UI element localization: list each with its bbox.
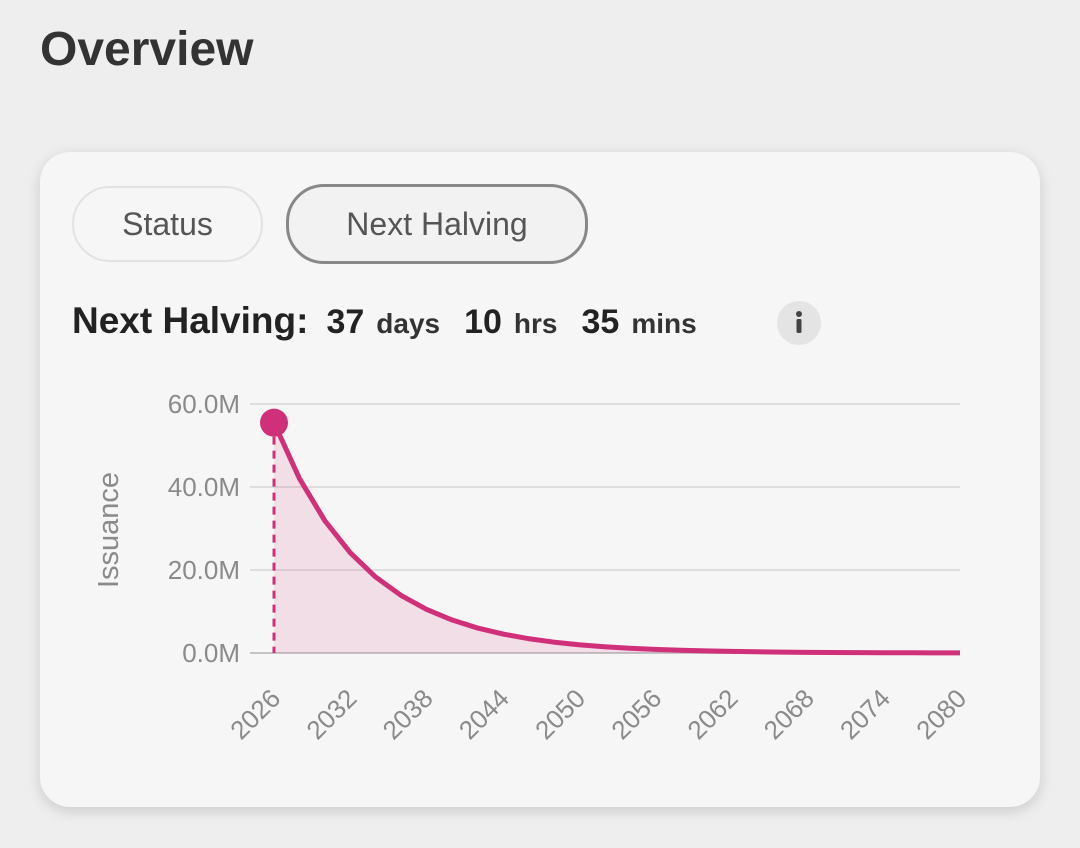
x-tick-label: 2074 <box>834 683 896 745</box>
y-tick-label: 40.0M <box>168 472 240 502</box>
y-tick-label: 0.0M <box>182 638 240 668</box>
page-title: Overview <box>40 23 254 76</box>
countdown-value: 10 <box>464 303 502 341</box>
countdown-value: 35 <box>581 303 620 341</box>
countdown: Next Halving: 37 days 10 hrs 35 mins <box>72 300 721 342</box>
countdown-unit: hrs <box>513 308 558 339</box>
x-tick-label: 2026 <box>224 683 286 745</box>
y-axis-label: Issuance <box>93 472 125 588</box>
x-tick-label: 2044 <box>453 683 515 745</box>
countdown-unit: mins <box>631 308 697 339</box>
countdown-value: 37 <box>326 303 365 341</box>
countdown-label: Next Halving: <box>72 300 309 341</box>
x-tick-label: 2032 <box>300 683 362 745</box>
tab[interactable]: Status <box>72 186 263 262</box>
area <box>274 422 960 653</box>
x-tick-label: 2038 <box>377 683 439 745</box>
y-tick-label: 60.0M <box>168 389 240 419</box>
x-tick-label: 2050 <box>529 683 591 745</box>
x-tick-label: 2068 <box>758 683 820 745</box>
y-tick-label: 20.0M <box>168 555 240 585</box>
x-tick-label: 2056 <box>605 683 667 745</box>
current-point <box>260 408 288 437</box>
x-tick-label: 2080 <box>910 683 972 745</box>
x-tick-label: 2062 <box>681 683 743 745</box>
countdown-unit: days <box>376 308 441 339</box>
tab-active[interactable]: Next Halving <box>286 184 588 264</box>
info-button[interactable] <box>777 301 821 345</box>
line <box>271 421 961 656</box>
